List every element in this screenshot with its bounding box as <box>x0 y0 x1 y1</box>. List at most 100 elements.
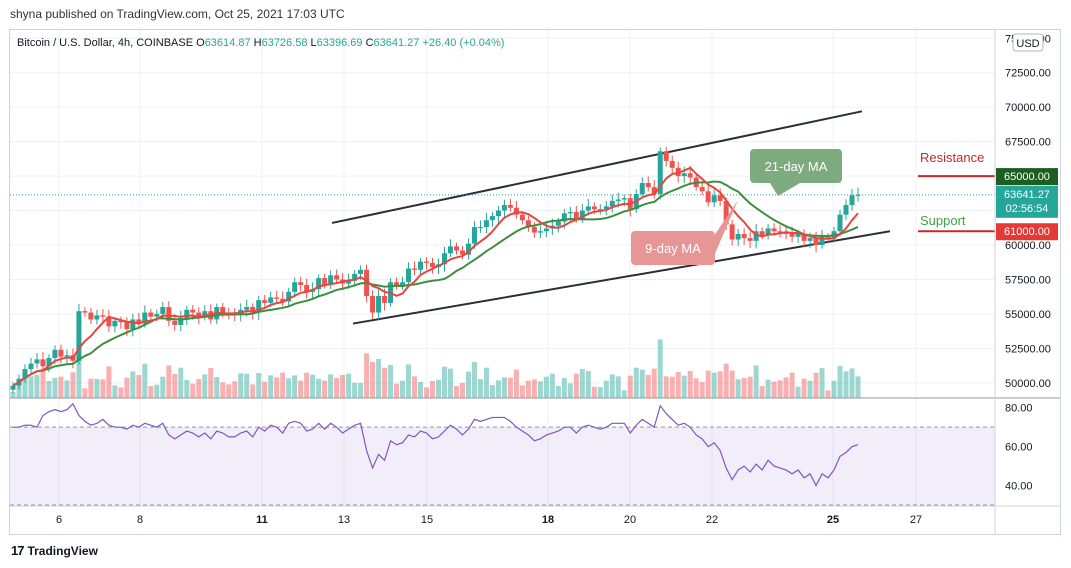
volume-bar <box>699 382 705 398</box>
candle-body <box>837 214 843 232</box>
volume-bar <box>334 378 340 398</box>
volume-bar <box>759 386 765 398</box>
candle-body <box>250 307 256 313</box>
volume-bar <box>693 378 699 398</box>
tradingview-logo[interactable]: 17 TradingView <box>11 543 98 558</box>
candle-body <box>825 236 831 239</box>
candle-body <box>447 246 453 254</box>
volume-bar <box>591 386 597 398</box>
candle-body <box>22 369 28 379</box>
volume-bar <box>525 380 531 398</box>
volume-bar <box>675 372 681 398</box>
time-tick-label: 11 <box>256 514 268 526</box>
volume-bar <box>687 371 693 398</box>
candle-body <box>382 296 388 303</box>
volume-bar <box>256 373 262 398</box>
candle-body <box>465 243 471 255</box>
volume-bar <box>64 380 70 398</box>
support-label: Support <box>920 213 966 228</box>
candle-body <box>376 296 382 313</box>
price-tick-label: 57500.00 <box>1005 274 1051 286</box>
volume-bar <box>585 371 591 398</box>
volume-bar <box>100 379 106 398</box>
volume-bar <box>292 375 298 398</box>
volume-bar <box>669 376 675 398</box>
volume-bar <box>244 373 250 398</box>
candle-body <box>777 231 783 233</box>
candle-body <box>603 206 609 210</box>
candle-body <box>124 322 130 330</box>
volume-bar <box>681 375 687 398</box>
volume-bar <box>268 375 274 398</box>
candle-body <box>855 194 861 196</box>
candle-body <box>298 282 304 285</box>
candle-body <box>178 318 184 325</box>
candle-body <box>130 319 136 330</box>
candle-body <box>651 187 657 195</box>
candle-body <box>262 300 268 303</box>
candle-body <box>477 227 483 229</box>
volume-bar <box>46 381 52 398</box>
candle-body <box>747 238 753 241</box>
volume-bar <box>717 371 723 398</box>
volume-bar <box>819 368 825 398</box>
publisher-line: shyna published on TradingView.com, Oct … <box>10 7 345 21</box>
volume-bar <box>136 375 142 398</box>
volume-bar <box>519 385 525 398</box>
volume-bar <box>310 374 316 398</box>
volume-bar <box>549 373 555 398</box>
candle-body <box>735 233 741 240</box>
volume-bar <box>561 378 567 398</box>
candle-body <box>286 291 292 302</box>
candle-body <box>190 309 196 313</box>
volume-bar <box>837 366 843 398</box>
candle-body <box>663 151 669 161</box>
volume-bar <box>573 373 579 398</box>
price-tick-label: 60000.00 <box>1005 240 1051 252</box>
candle-body <box>543 228 549 232</box>
price-tick-label: 70000.00 <box>1005 102 1051 114</box>
rsi-tick-label: 80.00 <box>1005 403 1033 415</box>
candle-body <box>657 151 663 195</box>
tradingview-logo-icon: 17 <box>11 543 25 558</box>
volume-bar <box>543 376 549 398</box>
volume-bar <box>465 371 471 398</box>
volume-bar <box>214 377 220 398</box>
symbol-legend-text: Bitcoin / U.S. Dollar, 4h, COINBASE O636… <box>17 37 504 49</box>
candle-body <box>28 363 34 370</box>
rsi-tick-label: 60.00 <box>1005 442 1033 454</box>
time-tick-label: 27 <box>910 514 922 526</box>
volume-bar <box>262 381 268 398</box>
volume-bar <box>190 383 196 398</box>
volume-bar <box>855 376 861 398</box>
volume-bar <box>495 380 501 398</box>
candle-body <box>579 210 585 219</box>
ma9-callout-text: 9-day MA <box>645 241 701 256</box>
candle-body <box>346 280 352 284</box>
candle-body <box>46 358 52 367</box>
candle-body <box>94 315 100 320</box>
volume-bar <box>597 387 603 398</box>
ma21-callout-text: 21-day MA <box>765 159 828 174</box>
volume-bar <box>771 381 777 398</box>
candle-body <box>412 268 418 270</box>
channel-upper-line <box>331 110 863 224</box>
candle-body <box>166 307 172 321</box>
price-tick-label: 52500.00 <box>1005 343 1051 355</box>
candle-body <box>453 246 459 251</box>
candle-body <box>615 199 621 201</box>
candle-body <box>561 213 567 222</box>
candle-body <box>160 307 166 314</box>
resistance-label: Resistance <box>920 150 984 165</box>
candle-body <box>334 275 340 280</box>
volume-bar <box>765 379 771 398</box>
volume-bar <box>507 377 513 398</box>
volume-bar <box>208 368 214 398</box>
volume-bar <box>477 379 483 398</box>
volume-bar <box>789 372 795 398</box>
volume-bar <box>537 381 543 398</box>
candle-body <box>555 221 561 226</box>
candle-body <box>795 233 801 237</box>
volume-bar <box>148 386 154 398</box>
